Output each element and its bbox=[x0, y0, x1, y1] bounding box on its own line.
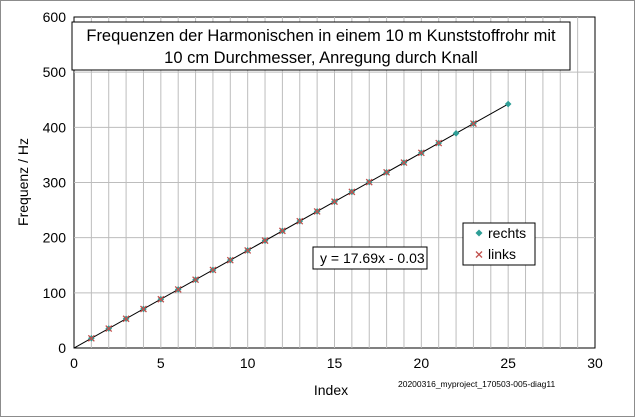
x-tick-label: 5 bbox=[157, 355, 165, 371]
data-point-rechts bbox=[504, 100, 512, 108]
data-point-stroke bbox=[261, 237, 269, 245]
data-point-links bbox=[417, 149, 425, 157]
y-tick-label: 100 bbox=[43, 285, 67, 301]
legend-marker-rechts bbox=[475, 229, 483, 237]
data-point-links bbox=[87, 334, 95, 342]
data-points bbox=[87, 100, 512, 342]
x-tick-label: 20 bbox=[414, 355, 430, 371]
trendline-equation: y = 17.69x - 0.03 bbox=[312, 246, 428, 270]
data-point-stroke bbox=[122, 315, 130, 323]
y-tick-label: 200 bbox=[43, 230, 67, 246]
data-point-stroke bbox=[140, 305, 147, 313]
data-point-stroke bbox=[331, 198, 338, 206]
data-point-links bbox=[400, 159, 408, 167]
legend-box bbox=[462, 222, 536, 266]
chart-title-box bbox=[71, 21, 571, 71]
data-point-links bbox=[105, 325, 113, 332]
data-point-stroke bbox=[400, 159, 408, 167]
data-point-links bbox=[209, 266, 217, 274]
data-point-links bbox=[174, 286, 182, 293]
x-tick-label: 10 bbox=[240, 355, 256, 371]
data-point-stroke bbox=[278, 227, 286, 235]
data-point-links bbox=[261, 237, 269, 245]
data-point-links bbox=[365, 178, 373, 186]
data-point-links bbox=[226, 256, 234, 264]
y-tick-label: 600 bbox=[43, 9, 67, 25]
chart-title: Frequenzen der Harmonischen in einem 10 … bbox=[71, 21, 571, 71]
legend: rechts links bbox=[462, 222, 536, 266]
data-point-stroke bbox=[226, 256, 234, 264]
y-tick-label: 0 bbox=[58, 340, 66, 356]
data-point-links bbox=[296, 217, 304, 225]
x-tick-label: 25 bbox=[500, 355, 516, 371]
data-point-stroke bbox=[469, 120, 477, 128]
trendline-equation-label: y = 17.69x - 0.03 bbox=[320, 250, 425, 266]
x-tick-label: 15 bbox=[327, 355, 343, 371]
data-point-links bbox=[469, 120, 477, 128]
x-tick-label: 30 bbox=[587, 355, 603, 371]
grid bbox=[74, 17, 595, 348]
data-point-links bbox=[140, 305, 147, 313]
data-point-stroke bbox=[105, 325, 113, 332]
data-point-links bbox=[313, 207, 321, 215]
chart-title-line-2: 10 cm Durchmesser, Anregung durch Knall bbox=[164, 49, 478, 67]
data-point-stroke bbox=[313, 207, 321, 215]
data-point-stroke bbox=[435, 139, 443, 147]
data-point-stroke bbox=[244, 246, 252, 254]
data-point-links bbox=[157, 295, 165, 303]
y-tick-label: 300 bbox=[43, 175, 67, 191]
legend-marker-links bbox=[475, 251, 483, 258]
data-point-links bbox=[331, 198, 338, 206]
data-point-links bbox=[278, 227, 286, 235]
data-point-links bbox=[435, 139, 443, 147]
trendline-equation-box bbox=[312, 246, 428, 270]
data-point-stroke bbox=[174, 286, 182, 293]
data-point-links bbox=[244, 246, 252, 254]
data-point-stroke bbox=[296, 217, 304, 225]
x-tick-label: 0 bbox=[70, 355, 78, 371]
legend-label-rechts: rechts bbox=[488, 225, 526, 241]
legend-label-links: links bbox=[488, 246, 516, 262]
data-point-stroke bbox=[348, 188, 356, 196]
data-point-links bbox=[383, 168, 391, 176]
data-point-stroke bbox=[383, 168, 391, 176]
data-point-stroke bbox=[192, 276, 200, 284]
data-point-links bbox=[192, 276, 200, 284]
data-point-stroke bbox=[209, 266, 217, 274]
y-axis-title: Frequenz / Hz bbox=[15, 138, 31, 226]
chart-title-line-1: Frequenzen der Harmonischen in einem 10 … bbox=[86, 27, 556, 45]
data-point-stroke bbox=[87, 334, 95, 342]
footer-label: 20200316_myproject_170503-005-diag11 bbox=[398, 379, 555, 389]
data-point-links bbox=[348, 188, 356, 196]
y-tick-label: 400 bbox=[43, 119, 67, 135]
data-point-stroke bbox=[157, 295, 165, 303]
y-tick-label: 500 bbox=[43, 64, 67, 80]
x-axis-title: Index bbox=[314, 382, 348, 398]
data-point-stroke bbox=[417, 149, 425, 157]
data-point-stroke bbox=[365, 178, 373, 186]
trendline bbox=[73, 103, 509, 349]
data-point-rechts bbox=[452, 130, 460, 137]
data-point-links bbox=[122, 315, 130, 323]
